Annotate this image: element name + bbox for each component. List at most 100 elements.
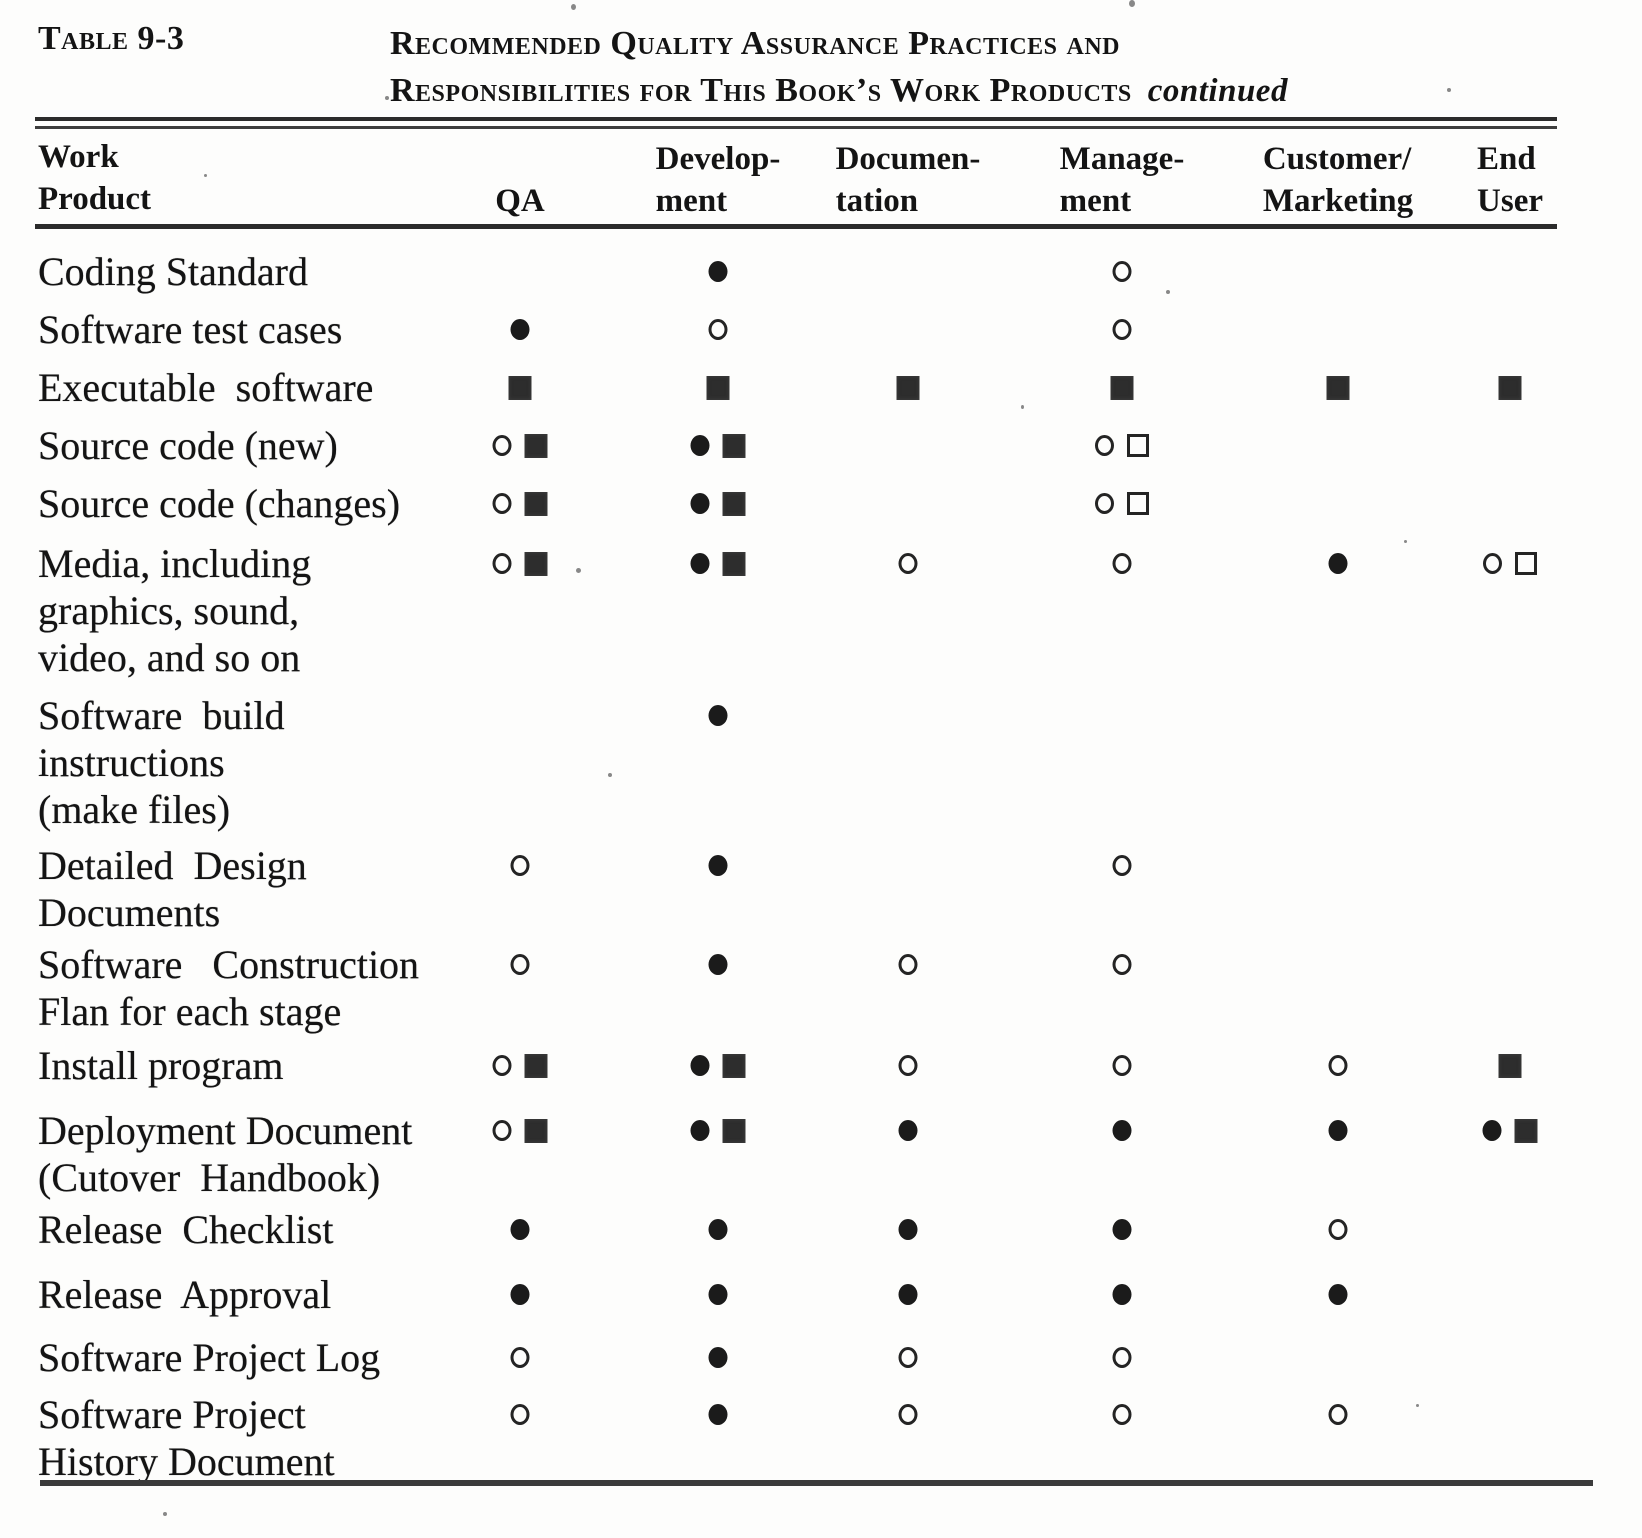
row-label-line: Release Checklist <box>38 1207 334 1252</box>
cell-management <box>1112 1271 1132 1318</box>
scan-speck <box>163 1512 167 1516</box>
cell-qa <box>492 1107 548 1154</box>
filled-square-icon <box>1514 1118 1538 1143</box>
open-circle-icon <box>1328 1219 1348 1240</box>
row-label-line: Software test cases <box>38 307 343 352</box>
filled-square-icon <box>524 551 548 576</box>
cell-documentation <box>898 540 918 587</box>
cell-qa <box>510 1334 530 1381</box>
filled-circle-icon <box>708 855 728 876</box>
cell-customer-marketing <box>1328 1042 1348 1089</box>
column-header-line: User <box>1477 183 1543 219</box>
row-label: Media, including graphics, sound, video, a… <box>38 540 311 681</box>
open-square-icon <box>1515 552 1537 575</box>
row-label: Source code (new) <box>38 422 338 469</box>
scan-speck <box>1404 540 1407 543</box>
table-label: Table 9-3 <box>38 20 185 57</box>
column-header-management: Manage-ment <box>1060 136 1185 222</box>
cell-qa <box>492 540 548 587</box>
row-label-line: graphics, sound, <box>38 588 300 633</box>
cell-development <box>690 1042 746 1089</box>
filled-circle-icon <box>708 1347 728 1368</box>
filled-circle-icon <box>898 1120 918 1141</box>
cell-management <box>1112 306 1132 353</box>
open-circle-icon <box>898 1055 918 1076</box>
cell-documentation <box>898 1391 918 1438</box>
row-label-line: (Cutover Handbook) <box>38 1155 381 1200</box>
filled-circle-icon <box>898 1284 918 1305</box>
filled-circle-icon <box>708 954 728 975</box>
filled-square-icon <box>508 375 532 400</box>
header-rule <box>35 224 1557 229</box>
open-circle-icon <box>898 954 918 975</box>
column-header-line: QA <box>495 183 545 219</box>
filled-square-icon <box>524 1053 548 1078</box>
cell-qa <box>510 1206 530 1253</box>
cell-qa <box>492 1042 548 1089</box>
cell-development <box>690 540 746 587</box>
filled-circle-icon <box>1328 1284 1348 1305</box>
open-circle-icon <box>1112 553 1132 574</box>
open-circle-icon <box>1112 855 1132 876</box>
filled-square-icon <box>706 375 730 400</box>
filled-circle-icon <box>690 435 710 456</box>
row-label-line: Flan for each stage <box>38 989 342 1034</box>
row-label: Detailed Design Documents <box>38 842 307 936</box>
cell-management <box>1112 1107 1132 1154</box>
cell-development <box>690 480 746 527</box>
open-circle-icon <box>510 855 530 876</box>
row-label: Install program <box>38 1042 284 1089</box>
cell-customer-marketing <box>1328 540 1348 587</box>
open-circle-icon <box>1112 954 1132 975</box>
cell-end-user <box>1482 1107 1538 1154</box>
open-circle-icon <box>1112 261 1132 282</box>
cell-documentation <box>898 1107 918 1154</box>
cell-development <box>690 422 746 469</box>
filled-circle-icon <box>708 1404 728 1425</box>
cell-development <box>708 842 728 889</box>
open-circle-icon <box>898 1404 918 1425</box>
column-header-line: Customer/ <box>1262 141 1412 177</box>
filled-square-icon <box>722 1118 746 1143</box>
column-header-line: Marketing <box>1262 183 1414 219</box>
title-line-2-text: Responsibilities for This Book’s Work Pr… <box>390 72 1132 109</box>
column-header-line: tation <box>835 183 919 219</box>
cell-documentation <box>898 1334 918 1381</box>
filled-square-icon <box>524 433 548 458</box>
cell-development <box>708 1334 728 1381</box>
row-label-line: video, and so on <box>38 635 301 680</box>
column-header-development: Develop-ment <box>656 136 781 222</box>
filled-square-icon <box>1498 375 1522 400</box>
row-label-line: Executable software <box>38 365 374 410</box>
cell-development <box>708 1206 728 1253</box>
open-circle-icon <box>510 1404 530 1425</box>
column-header-line: End <box>1477 141 1536 177</box>
row-label-line: Media, including <box>38 541 312 586</box>
cell-documentation <box>898 1042 918 1089</box>
filled-circle-icon <box>690 1120 710 1141</box>
cell-qa <box>510 1391 530 1438</box>
row-label-line: Detailed Design <box>38 843 307 888</box>
cell-development <box>708 248 728 295</box>
cell-management <box>1112 1206 1132 1253</box>
cell-development <box>706 364 730 411</box>
row-label: Coding Standard <box>38 248 308 295</box>
cell-management <box>1110 364 1134 411</box>
row-label-line: Software build <box>38 693 285 738</box>
row-label: Source code (changes) <box>38 480 400 527</box>
cell-qa <box>510 941 530 988</box>
filled-circle-icon <box>1328 1120 1348 1141</box>
column-header-documentation: Documen-tation <box>836 136 981 222</box>
column-header-customer-marketing: Customer/Marketing <box>1263 136 1413 222</box>
open-square-icon <box>1127 434 1149 457</box>
open-circle-icon <box>898 1347 918 1368</box>
filled-circle-icon <box>898 1219 918 1240</box>
row-label-line: History Document <box>38 1439 335 1484</box>
cell-end-user <box>1498 1042 1522 1089</box>
row-label: Software Project Log <box>38 1334 380 1381</box>
cell-end-user <box>1498 364 1522 411</box>
filled-circle-icon <box>708 261 728 282</box>
column-header-line: Develop- <box>655 141 781 177</box>
filled-circle-icon <box>1112 1120 1132 1141</box>
column-header-line: Manage- <box>1059 141 1185 177</box>
